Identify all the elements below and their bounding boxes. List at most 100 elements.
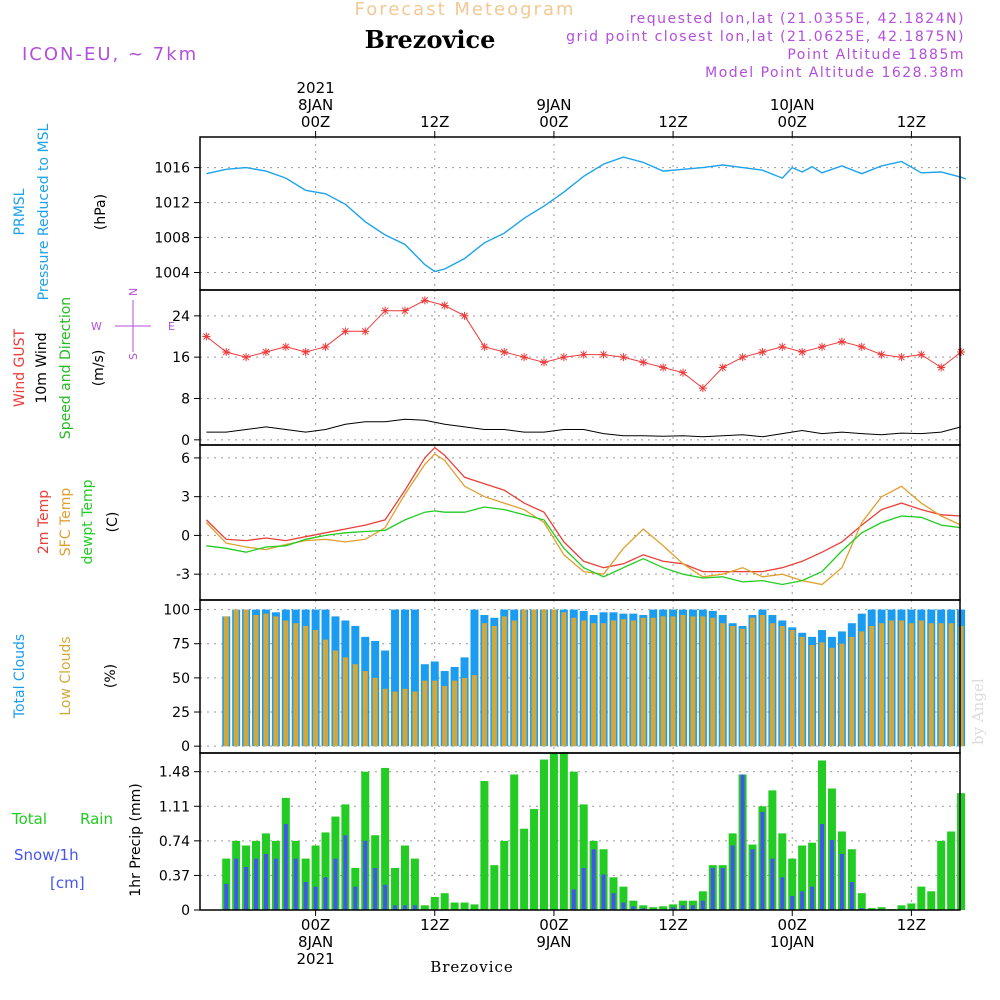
rain-bar: [847, 849, 856, 910]
snow-bar: [750, 849, 755, 910]
snow-bar: [720, 867, 725, 910]
snow-bar: [800, 891, 805, 910]
snow-bar: [730, 845, 735, 910]
snow-bar: [770, 858, 775, 910]
low-cloud-bar: [323, 639, 329, 747]
rain-bar: [649, 907, 658, 910]
model-point-altitude: Model Point Altitude 1628.38m: [705, 65, 965, 81]
rain-bar: [569, 771, 578, 910]
snow-bar: [353, 886, 358, 910]
rain-bar: [440, 893, 449, 910]
temp-2m-label: 2m Temp: [36, 490, 52, 554]
y-tick-label: 25: [172, 705, 190, 721]
gust-marker: [897, 353, 906, 362]
rain-bar: [450, 902, 459, 910]
y-tick-label: 16: [172, 350, 190, 366]
low-cloud-bar: [591, 623, 597, 747]
gust-marker: [321, 342, 330, 351]
gust-marker: [579, 350, 588, 359]
low-cloud-bar: [640, 617, 646, 747]
rain-bar: [778, 833, 787, 910]
low-cloud-bar: [452, 680, 458, 747]
low-cloud-bar: [928, 623, 934, 747]
gust-marker: [837, 337, 846, 346]
rain-bar: [917, 886, 926, 910]
snow-bar: [581, 867, 586, 910]
y-tick-label: 3: [181, 490, 190, 506]
rain-bar: [490, 865, 499, 910]
snow-bar: [263, 853, 268, 910]
low-cloud-bar: [432, 680, 438, 747]
sfc-temp-label: SFC Temp: [58, 488, 74, 557]
rain-bar: [768, 790, 777, 910]
y-tick-label: 8: [181, 392, 190, 408]
gust-marker: [599, 350, 608, 359]
time-label-bottom: 8JAN: [298, 933, 333, 951]
snow-bar: [254, 858, 259, 910]
time-label-bottom: 00Z: [539, 916, 568, 934]
rain-bar: [857, 893, 866, 910]
y-tick-label: 0.74: [159, 834, 190, 850]
low-cloud-bar: [819, 642, 825, 747]
watermark: by Angel: [969, 678, 987, 745]
low-cloud-bar: [869, 625, 875, 747]
y-tick-label: 75: [172, 637, 190, 653]
low-cloud-bar: [720, 623, 726, 747]
low-cloud-bar: [422, 680, 428, 747]
rain-bar: [559, 752, 568, 910]
low-cloud-bar: [799, 636, 805, 747]
low-cloud-bar: [740, 628, 746, 747]
rain-bar: [470, 904, 479, 910]
snow-bar: [820, 824, 825, 910]
time-label-bottom: 12Z: [420, 916, 449, 934]
rain-bar: [420, 905, 429, 910]
gust-marker: [798, 348, 807, 356]
rain-bar: [927, 891, 936, 910]
time-label-top: 12Z: [420, 113, 449, 131]
model-label: ICON-EU, ~ 7km: [22, 44, 198, 65]
point-altitude: Point Altitude 1885m: [787, 47, 965, 63]
gust-marker: [500, 348, 509, 356]
compass-south: S: [127, 353, 140, 360]
compass-north: N: [127, 288, 140, 296]
low-cloud-bar: [372, 677, 378, 747]
total-label: Total: [11, 810, 47, 828]
precipitation-panel-frame: [199, 752, 961, 911]
low-cloud-bar: [223, 616, 229, 747]
gust-marker: [778, 342, 787, 351]
sfc-temp-line: [205, 453, 962, 586]
snow-bar: [383, 884, 388, 910]
snow-bar: [740, 774, 745, 910]
snow-unit-label: [cm]: [50, 874, 85, 892]
low-cloud-bar: [541, 609, 547, 747]
rain-bar: [808, 842, 817, 910]
gust-marker: [738, 353, 747, 362]
total-clouds-label: Total Clouds: [12, 634, 28, 719]
wind-speed-line: [206, 418, 962, 438]
rain-bar: [619, 886, 628, 910]
low-cloud-bar: [620, 619, 626, 747]
gust-marker: [539, 358, 548, 367]
low-cloud-bar: [243, 609, 249, 747]
gust-marker: [460, 311, 469, 320]
snow-bar: [631, 906, 636, 910]
low-cloud-bar: [769, 623, 775, 747]
snow-bar: [849, 881, 854, 910]
low-cloud-bar: [283, 620, 289, 747]
rain-bar: [867, 908, 876, 910]
gust-marker: [659, 363, 668, 372]
time-label-bottom: 00Z: [301, 916, 330, 934]
pressure-label-long: Pressure Reduced to MSL: [36, 123, 52, 300]
rain-bar: [937, 840, 946, 910]
snow-bar: [393, 905, 398, 910]
snow-bar: [591, 849, 596, 910]
low-cloud-bar: [710, 617, 716, 747]
low-cloud-bar: [501, 616, 507, 747]
low-cloud-bar: [680, 615, 686, 747]
pressure-label: PRMSL: [12, 188, 28, 235]
gust-marker: [857, 342, 866, 351]
gust-marker: [480, 342, 489, 351]
gust-marker: [957, 348, 966, 356]
snow-bar: [571, 889, 576, 910]
rain-bar: [907, 903, 916, 910]
